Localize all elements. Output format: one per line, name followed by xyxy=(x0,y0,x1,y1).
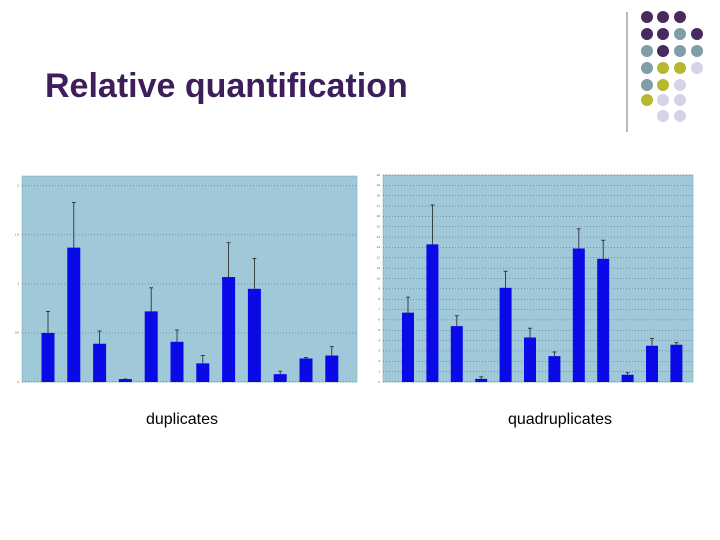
bar xyxy=(67,247,81,382)
y-tick-label: 3 xyxy=(378,349,380,353)
dot xyxy=(691,28,703,40)
dot xyxy=(674,45,686,57)
bar xyxy=(41,332,55,382)
bar xyxy=(450,326,463,382)
bar xyxy=(475,378,488,382)
bar xyxy=(597,258,610,382)
bar xyxy=(402,312,414,382)
y-tick-label: 1 xyxy=(17,282,19,286)
dot xyxy=(641,94,653,106)
y-tick-label: 0 xyxy=(378,380,380,384)
y-tick-label: 9 xyxy=(378,287,380,291)
dot xyxy=(674,28,686,40)
y-tick-label: 19 xyxy=(377,183,381,187)
bar xyxy=(621,374,634,382)
dot xyxy=(674,110,686,122)
bar xyxy=(670,344,683,382)
dot xyxy=(674,94,686,106)
chart-caption: quadruplicates xyxy=(508,411,612,428)
y-tick-label: 1.5 xyxy=(15,233,20,237)
dot xyxy=(657,11,669,23)
bar xyxy=(426,244,439,382)
bar xyxy=(499,287,512,382)
bar xyxy=(646,345,658,382)
y-tick-label: 0 xyxy=(17,380,19,384)
bar xyxy=(118,379,132,382)
y-tick-label: 15 xyxy=(377,225,381,229)
bar xyxy=(222,277,236,382)
y-tick-label: 16 xyxy=(377,214,381,218)
chart-caption: duplicates xyxy=(146,411,218,428)
slide-title: Relative quantification xyxy=(45,67,408,105)
y-tick-label: 8 xyxy=(378,297,380,301)
y-tick-label: 4 xyxy=(378,338,380,342)
y-tick-label: 17 xyxy=(377,204,381,208)
y-tick-label: 1 xyxy=(378,369,380,373)
y-tick-label: 18 xyxy=(377,193,381,197)
bar xyxy=(196,363,210,382)
bar xyxy=(273,374,287,382)
dot xyxy=(641,45,653,57)
y-tick-label: 5 xyxy=(378,328,380,332)
dot xyxy=(641,11,653,23)
dot xyxy=(641,28,653,40)
dot xyxy=(657,110,669,122)
bar xyxy=(325,355,339,382)
y-tick-label: 7 xyxy=(378,307,380,311)
dot xyxy=(641,79,653,91)
y-tick-label: 11 xyxy=(377,266,380,270)
dot xyxy=(674,79,686,91)
y-tick-label: 0.5 xyxy=(15,331,20,335)
dot xyxy=(641,62,653,74)
bar xyxy=(93,343,107,382)
y-tick-label: 6 xyxy=(378,318,380,322)
dot xyxy=(657,28,669,40)
bar xyxy=(572,248,585,382)
dot xyxy=(691,45,703,57)
bar xyxy=(299,358,313,382)
y-tick-label: 13 xyxy=(377,245,381,249)
bar xyxy=(144,311,158,382)
bar xyxy=(170,341,184,382)
bar xyxy=(524,337,536,382)
dot xyxy=(657,62,669,74)
dot xyxy=(657,45,669,57)
y-tick-label: 20 xyxy=(377,173,381,177)
dot xyxy=(657,79,669,91)
dot xyxy=(674,62,686,74)
dot-decoration xyxy=(641,11,703,122)
bar xyxy=(247,288,261,382)
y-tick-label: 12 xyxy=(377,256,381,260)
dot xyxy=(657,94,669,106)
y-tick-label: 2 xyxy=(17,184,19,188)
y-tick-label: 10 xyxy=(377,276,381,280)
bar xyxy=(548,356,561,382)
dot xyxy=(691,62,703,74)
y-tick-label: 2 xyxy=(378,359,380,363)
dot xyxy=(674,11,686,23)
y-tick-label: 14 xyxy=(377,235,381,239)
